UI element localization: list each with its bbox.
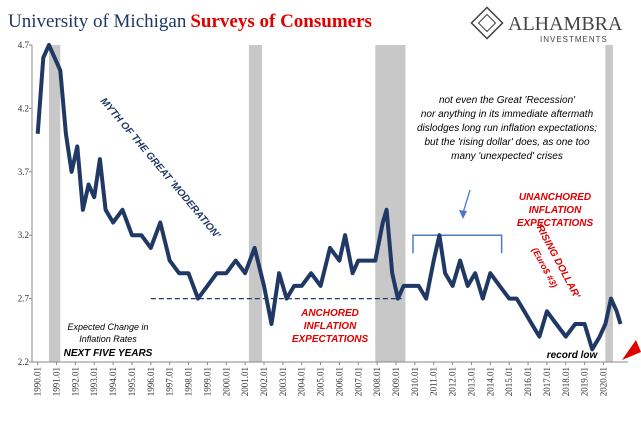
plot-area: 2.2 2.7 3.2 3.7 4.2 4.7 1990.01 1991.01 1992.01 1…: [18, 40, 628, 396]
annotation: many 'unexpected' crises: [451, 151, 563, 162]
legend-text: Expected Change in: [67, 322, 148, 332]
x-tick-label: 1995.01: [127, 367, 137, 396]
y-tick-label: 2.2: [18, 357, 29, 367]
x-tick-label: 2012.01: [448, 367, 458, 396]
x-tick-label: 2003.01: [278, 367, 288, 396]
y-tick-label: 3.2: [18, 230, 29, 240]
title-part: Surveys of Consumers: [190, 11, 372, 32]
annotation: nor anything in its immediate aftermath: [421, 109, 594, 120]
logo-sub: INVESTMENTS: [540, 35, 608, 44]
x-tick-label: 2000.01: [221, 367, 231, 396]
annotation: UNANCHORED: [519, 192, 591, 203]
annotation: INFLATION: [529, 205, 582, 216]
logo: ALHAMBRA INVESTMENTS: [470, 6, 623, 44]
x-tick-label: 2019.01: [580, 367, 590, 396]
x-tick-label: 2004.01: [297, 367, 307, 396]
arrow-head: [459, 210, 467, 219]
x-tick-label: 1994.01: [108, 367, 118, 396]
title-part: University of Michigan: [8, 11, 187, 32]
y-tick-label: 3.7: [18, 167, 30, 177]
annotation: EXPECTATIONS: [292, 334, 369, 345]
annotation: but the 'rising dollar' does, as one too: [424, 137, 589, 148]
recession-band: [605, 45, 613, 362]
logo-mark: [477, 13, 497, 33]
logo-name: ALHAMBRA: [508, 13, 623, 35]
legend-text: Inflation Rates: [79, 334, 137, 344]
recession-band: [375, 45, 406, 362]
red-arrow: [622, 340, 641, 360]
x-tick-label: 2015.01: [504, 367, 514, 396]
x-tick-label: 2010.01: [410, 367, 420, 396]
chart-title: University of Michigan Surveys of Consume…: [8, 11, 372, 32]
arrow: [462, 189, 471, 214]
x-tick-label: 1999.01: [202, 367, 212, 396]
x-tick-label: 2002.01: [259, 367, 269, 396]
x-tick-label: 1997.01: [165, 367, 175, 396]
x-tick-label: 1991.01: [52, 367, 62, 396]
x-tick-label: 2007.01: [353, 367, 363, 396]
annotation: dislodges long run inflation expectation…: [417, 123, 597, 134]
x-tick-label: 2005.01: [316, 367, 326, 396]
data-line: [35, 43, 623, 352]
x-tick-label: 1993.01: [89, 367, 99, 396]
x-tick-label: 1992.01: [70, 367, 80, 396]
x-tick-label: 1998.01: [184, 367, 194, 396]
x-tick-label: 2016.01: [523, 367, 533, 396]
x-tick-label: 2008.01: [372, 367, 382, 396]
logo-mark: [470, 6, 504, 40]
recession-band: [248, 45, 263, 362]
y-tick-label: 4.7: [18, 40, 30, 50]
x-tick-label: 2020.01: [598, 367, 608, 396]
annotation: INFLATION: [304, 321, 357, 332]
x-tick-label: 1996.01: [146, 367, 156, 396]
bracket: [412, 234, 503, 254]
x-tick-label: 2006.01: [334, 367, 344, 396]
annotation: not even the Great 'Recession': [439, 95, 576, 106]
annotation: ANCHORED: [300, 308, 359, 319]
x-tick-label: 2009.01: [391, 367, 401, 396]
x-tick-label: 2001.01: [240, 367, 250, 396]
x-tick-label: 2017.01: [542, 367, 552, 396]
y-tick-label: 2.7: [18, 294, 30, 304]
x-tick-label: 1990.01: [33, 367, 43, 396]
x-tick-label: 2018.01: [561, 367, 571, 396]
y-tick-label: 4.2: [18, 103, 29, 113]
x-tick-label: 2014.01: [485, 367, 495, 396]
x-tick-label: 2013.01: [466, 367, 476, 396]
recession-band: [48, 45, 61, 362]
annotation: EXPECTATIONS: [517, 218, 594, 229]
x-tick-label: 2011.01: [429, 367, 439, 396]
legend-text: NEXT FIVE YEARS: [64, 348, 153, 359]
annotation: record low: [547, 350, 599, 361]
